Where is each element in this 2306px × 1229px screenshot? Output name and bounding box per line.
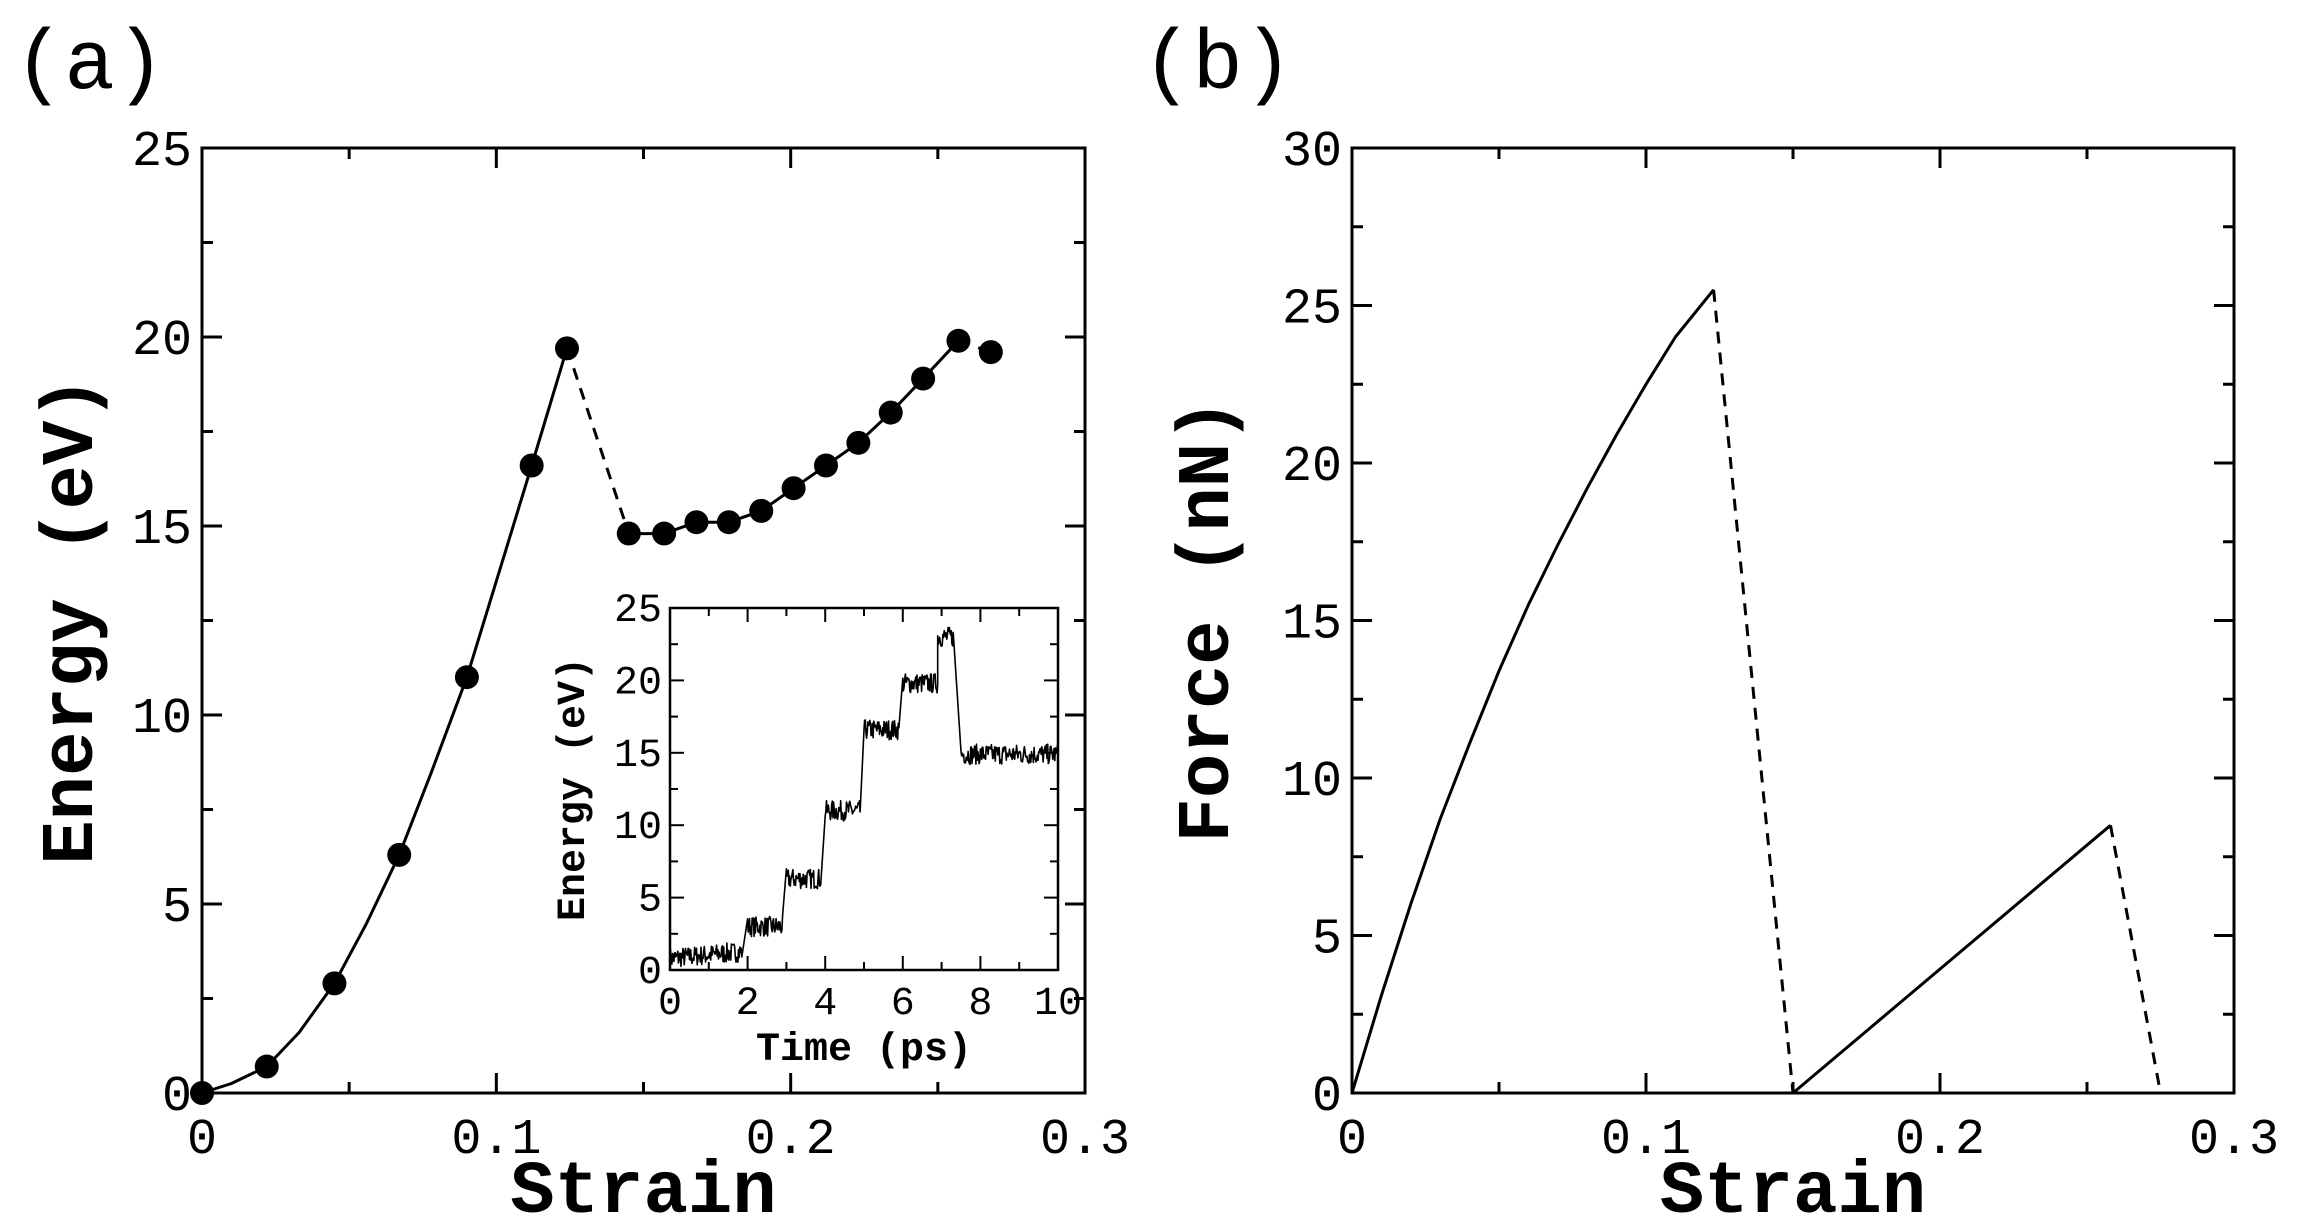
- series-line-first-loading: [1350, 288, 1715, 1094]
- y-axis-title: Energy (eV): [31, 376, 115, 864]
- inset-y-title: Energy (eV): [552, 657, 597, 921]
- y-axis-title: Force (nN): [1167, 398, 1251, 842]
- y-tick-label: 30: [1282, 124, 1342, 181]
- y-tick-label: 20: [1282, 439, 1342, 496]
- y-tick-label: 20: [614, 661, 662, 706]
- x-axis-title: Strain: [510, 1151, 776, 1229]
- series-line-fit-first-branch: [201, 347, 569, 1095]
- x-tick-label: 4: [813, 982, 837, 1027]
- x-tick-label: 0.2: [1895, 1112, 1985, 1169]
- y-tick-label: 5: [638, 879, 662, 924]
- inset-x-title: Time (ps): [756, 1028, 972, 1073]
- panel-a-label: (a): [14, 19, 165, 114]
- series-line-fit-second-branch: [628, 339, 960, 536]
- y-tick-label: 0: [638, 951, 662, 996]
- x-tick-label: 0.1: [1601, 1112, 1691, 1169]
- force-strain-chart: 0 0.1 0.2 0.3 0 5 10 15 20 25 30 Strain Force (nN): [1167, 124, 2279, 1229]
- x-axis-title: Strain: [1660, 1151, 1926, 1229]
- x-tick-label: 0.3: [1040, 1112, 1130, 1169]
- y-tick-label: 15: [1282, 597, 1342, 654]
- x-tick-label: 0: [1337, 1112, 1367, 1169]
- x-tick-label: 0.2: [746, 1112, 836, 1169]
- x-tick-label: 8: [968, 982, 992, 1027]
- x-tick-label: 10: [1034, 982, 1082, 1027]
- x-tick-label: 0.1: [451, 1112, 541, 1169]
- plot-frame: [1350, 146, 2236, 1095]
- series-line-drop: [565, 347, 631, 535]
- y-tick-label: 10: [614, 806, 662, 851]
- x-tick-label: 0.3: [2189, 1112, 2279, 1169]
- y-tick-label: 5: [162, 880, 192, 937]
- series-line-end: [957, 339, 992, 354]
- y-tick-label: 25: [1282, 282, 1342, 339]
- y-tick-label: 0: [162, 1069, 192, 1126]
- x-tick-label: 2: [736, 982, 760, 1027]
- data-point: [978, 340, 1003, 365]
- y-tick-label: 0: [1312, 1069, 1342, 1126]
- x-tick-label: 0: [187, 1112, 217, 1169]
- y-tick-label: 20: [132, 313, 192, 370]
- y-tick-label: 25: [132, 124, 192, 181]
- energy-time-inset: 0 2 4 6 8 10 0 5 10 15 20 25 Time (ps) Energy (eV): [552, 589, 1082, 1073]
- y-tick-label: 10: [132, 691, 192, 748]
- y-tick-label: 15: [132, 502, 192, 559]
- y-tick-label: 10: [1282, 754, 1342, 811]
- panel-b-label: (b): [1142, 19, 1293, 114]
- x-tick-label: 0: [658, 982, 682, 1027]
- y-tick-label: 5: [1312, 912, 1342, 969]
- y-tick-label: 25: [614, 589, 662, 634]
- inset-background: [670, 608, 1058, 970]
- series-line-first-drop: [1712, 289, 1795, 1094]
- y-tick-label: 15: [614, 734, 662, 779]
- series-line-second-drop: [2109, 825, 2162, 1094]
- inset-energy-trace: [669, 626, 1059, 969]
- x-tick-label: 6: [891, 982, 915, 1027]
- series-line-second-loading: [1792, 824, 2112, 1095]
